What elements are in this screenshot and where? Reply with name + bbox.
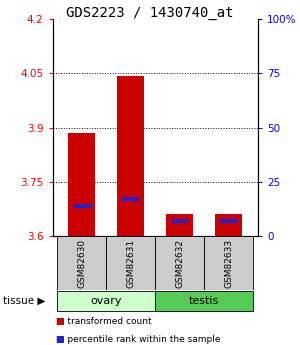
Bar [73,204,91,208]
Polygon shape [57,236,106,290]
Text: GSM82633: GSM82633 [224,238,233,288]
Polygon shape [106,236,155,290]
Text: GSM82632: GSM82632 [175,238,184,288]
Bar [117,76,144,236]
Polygon shape [57,291,155,311]
Bar [122,197,140,201]
Text: testis: testis [189,296,219,306]
Bar [171,219,188,223]
Text: ■: ■ [56,317,64,326]
Polygon shape [204,236,253,290]
Text: ■ transformed count: ■ transformed count [56,317,151,326]
Text: GSM82631: GSM82631 [126,238,135,288]
Bar [220,219,237,223]
Text: ■ percentile rank within the sample: ■ percentile rank within the sample [56,335,220,344]
Bar [215,214,242,236]
Text: ■: ■ [56,335,64,344]
Bar [68,133,95,236]
Polygon shape [155,236,204,290]
Text: ovary: ovary [91,296,122,306]
Bar [166,214,193,236]
Text: GSM82630: GSM82630 [77,238,86,288]
Text: GDS2223 / 1430740_at: GDS2223 / 1430740_at [66,6,234,20]
Polygon shape [155,291,253,311]
Text: tissue ▶: tissue ▶ [3,296,45,306]
